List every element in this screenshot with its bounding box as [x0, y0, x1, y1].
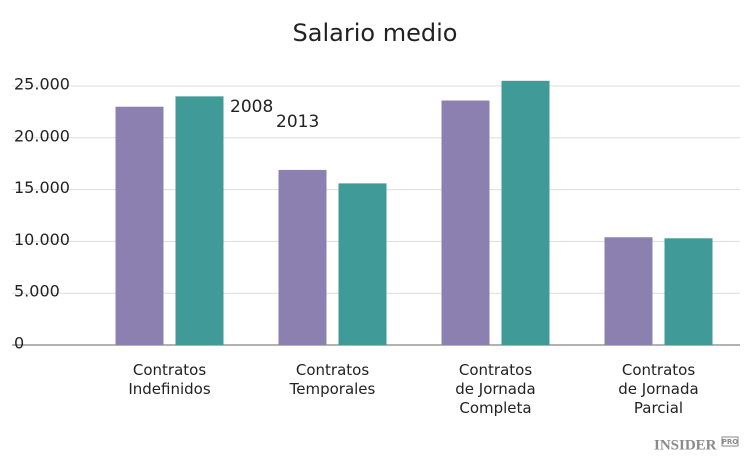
y-tick-label: 15.000	[14, 178, 70, 197]
x-tick-label-line: Contratos	[459, 361, 532, 379]
x-tick-label-line: Contratos	[296, 361, 369, 379]
legend-label: 2008	[230, 97, 273, 117]
bar	[175, 96, 224, 345]
x-tick-label: Contratos Indefinidos	[128, 361, 211, 398]
bar	[604, 237, 653, 345]
y-tick-label: 20.000	[14, 126, 70, 145]
x-tick-label-line: Temporales	[289, 380, 376, 398]
bar	[664, 238, 713, 345]
y-tick-label: 5.000	[14, 282, 60, 301]
y-tick-label: 0	[14, 334, 24, 353]
brand: INSIDER	[654, 437, 717, 453]
y-tick-label: 10.000	[14, 230, 70, 249]
x-tick-label-line: de Jornada	[455, 380, 535, 398]
bar	[115, 106, 164, 345]
chart-title: Salario medio	[293, 19, 458, 47]
x-tick-label-line: Contratos	[133, 361, 206, 379]
legend-label: 2013	[276, 112, 319, 132]
x-tick-label-line: Contratos	[622, 361, 695, 379]
badge: PRO	[722, 438, 739, 446]
bar	[441, 100, 490, 345]
bar	[501, 80, 550, 345]
x-tick-label: Contratos de Jornada Completa	[455, 361, 535, 417]
x-tick-label: Contratos de Jornada Parcial	[618, 361, 698, 417]
bar	[338, 183, 387, 345]
x-tick-label-line: Completa	[459, 399, 531, 417]
x-tick-label-line: de Jornada	[618, 380, 698, 398]
badge-box	[721, 436, 739, 447]
y-tick-label: 25.000	[14, 75, 70, 94]
x-tick-label-line: Indefinidos	[128, 380, 211, 398]
bar	[278, 169, 327, 345]
x-tick-label-line: Parcial	[634, 399, 683, 417]
x-tick-label: Contratos Temporales	[289, 361, 376, 398]
